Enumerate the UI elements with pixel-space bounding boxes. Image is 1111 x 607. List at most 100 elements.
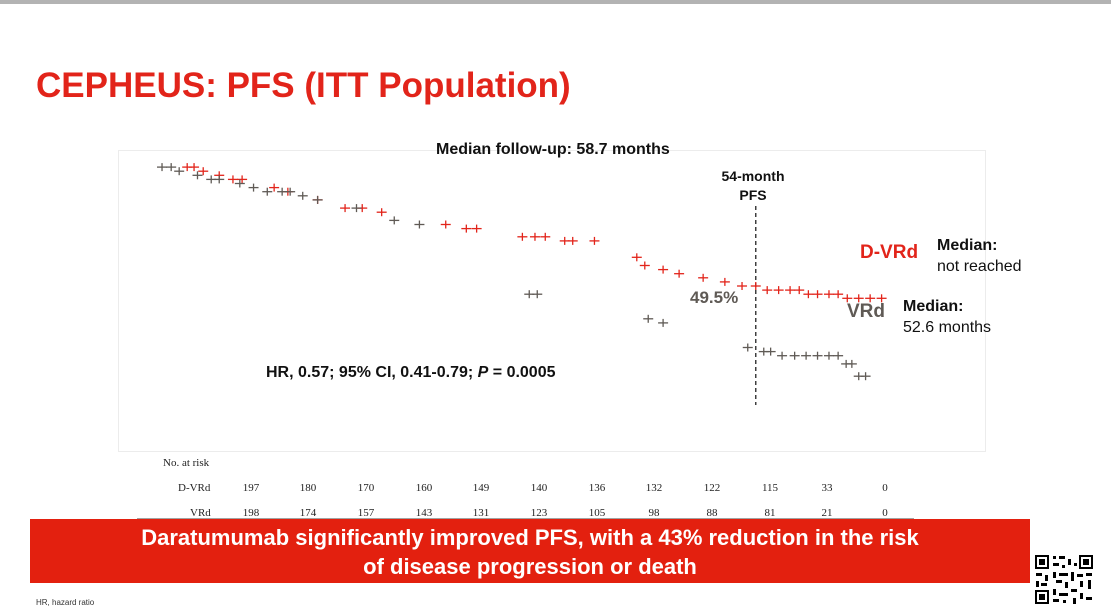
landmark-label-line1: 54-month <box>721 168 785 184</box>
hr-p-label: P <box>477 364 489 381</box>
censor-mark-dvrd-19 <box>567 236 578 245</box>
censor-mark-vrd-13 <box>351 204 362 213</box>
censor-mark-vrd-17 <box>532 290 543 299</box>
at-risk-cell-vrd-4: 131 <box>472 507 490 519</box>
at-risk-cell-dvrd-7: 132 <box>645 482 663 494</box>
censor-mark-dvrd-34 <box>812 290 823 299</box>
censor-mark-vrd-30 <box>846 359 857 368</box>
censor-mark-vrd-2 <box>174 167 185 176</box>
censor-mark-dvrd-15 <box>517 232 528 241</box>
censor-mark-dvrd-36 <box>833 290 844 299</box>
censor-mark-vrd-11 <box>297 191 308 200</box>
at-risk-cell-vrd-8: 88 <box>706 507 718 519</box>
median-dvrd: Median: not reached <box>937 235 1022 277</box>
at-risk-cell-dvrd-9: 115 <box>761 482 779 494</box>
censor-mark-dvrd-5 <box>237 175 248 184</box>
censor-mark-dvrd-37 <box>842 294 853 303</box>
censor-mark-vrd-27 <box>823 351 834 360</box>
censor-mark-dvrd-24 <box>674 269 685 278</box>
at-risk-cell-vrd-7: 98 <box>648 507 660 519</box>
censor-mark-dvrd-25 <box>698 273 709 282</box>
at-risk-cell-dvrd-4: 149 <box>472 482 490 494</box>
slide-title: CEPHEUS: PFS (ITT Population) <box>36 66 571 105</box>
at-risk-label-dvrd: D-VRd <box>178 482 211 494</box>
qr-code[interactable] <box>1033 553 1095 606</box>
censor-mark-vrd-6 <box>234 179 245 188</box>
censor-mark-vrd-20 <box>742 343 753 352</box>
banner-line-2: of disease progression or death <box>363 554 697 579</box>
censor-mark-vrd-3 <box>192 171 203 180</box>
hr-p-value: = 0.0005 <box>488 364 556 381</box>
censor-mark-dvrd-28 <box>750 282 761 290</box>
series-label-vrd: VRd <box>847 301 885 322</box>
at-risk-cell-dvrd-10: 33 <box>821 482 833 494</box>
at-risk-cell-dvrd-2: 170 <box>357 482 375 494</box>
at-risk-cell-dvrd-11: 0 <box>882 482 888 494</box>
landmark-value-label: 49.5% <box>690 288 739 307</box>
censor-mark-dvrd-13 <box>461 224 472 233</box>
median-vrd-value: 52.6 months <box>903 319 992 336</box>
at-risk-cell-dvrd-8: 122 <box>703 482 721 494</box>
censor-mark-dvrd-26 <box>719 277 730 286</box>
censor-mark-dvrd-38 <box>853 294 864 303</box>
at-risk-cell-vrd-11: 0 <box>882 507 888 519</box>
at-risk-cell-vrd-0: 198 <box>242 507 260 519</box>
censor-mark-dvrd-1 <box>189 163 200 172</box>
censor-mark-dvrd-9 <box>340 204 351 213</box>
top-bar <box>0 0 1111 4</box>
censor-mark-dvrd-33 <box>803 290 814 299</box>
censor-mark-vrd-26 <box>812 351 823 360</box>
landmark-label: 54-month PFS <box>707 167 799 205</box>
censor-mark-dvrd-17 <box>540 232 551 241</box>
censor-mark-dvrd-14 <box>471 224 482 233</box>
censor-mark-vrd-1 <box>166 163 177 172</box>
censor-mark-vrd-15 <box>414 220 425 229</box>
censor-mark-dvrd-6 <box>269 183 280 192</box>
censor-mark-vrd-7 <box>248 183 259 192</box>
censor-mark-dvrd-12 <box>440 220 451 229</box>
series-label-dvrd: D-VRd <box>860 242 919 263</box>
at-risk-cell-vrd-2: 157 <box>357 507 375 519</box>
at-risk-cell-dvrd-6: 136 <box>588 482 606 494</box>
censor-mark-dvrd-22 <box>639 261 650 270</box>
at-risk-label-vrd: VRd <box>190 507 211 519</box>
censor-mark-vrd-10 <box>285 187 296 196</box>
median-vrd-heading: Median: <box>903 298 964 315</box>
at-risk-cell-dvrd-0: 197 <box>242 482 260 494</box>
censor-mark-dvrd-39 <box>865 294 876 303</box>
plot-frame <box>118 150 986 452</box>
at-risk-cell-vrd-6: 105 <box>588 507 606 519</box>
censor-mark-dvrd-16 <box>529 232 540 241</box>
key-message-banner: Daratumumab significantly improved PFS, … <box>30 519 1030 583</box>
censor-mark-dvrd-32 <box>794 286 805 295</box>
footnote: HR, hazard ratio <box>36 598 95 607</box>
censor-mark-dvrd-31 <box>785 286 796 295</box>
censor-mark-vrd-24 <box>789 351 800 360</box>
censor-mark-vrd-28 <box>833 351 844 360</box>
censor-mark-dvrd-23 <box>658 265 669 274</box>
at-risk-cell-vrd-10: 21 <box>821 507 833 519</box>
censor-mark-dvrd-20 <box>589 236 600 245</box>
censor-mark-vrd-23 <box>777 351 788 360</box>
censor-mark-dvrd-27 <box>737 282 748 290</box>
censor-mark-vrd-0 <box>157 163 168 172</box>
censor-mark-vrd-8 <box>262 187 273 196</box>
censor-mark-vrd-32 <box>860 372 871 381</box>
censor-mark-dvrd-11 <box>376 208 387 217</box>
censor-mark-dvrd-4 <box>227 175 238 184</box>
at-risk-cell-vrd-1: 174 <box>299 507 317 519</box>
censor-mark-vrd-19 <box>658 318 669 327</box>
at-risk-cell-vrd-3: 143 <box>415 507 433 519</box>
censor-mark-dvrd-21 <box>631 253 642 262</box>
hazard-ratio-text: HR, 0.57; 95% CI, 0.41-0.79; P = 0.0005 <box>266 364 556 382</box>
at-risk-cell-dvrd-5: 140 <box>530 482 548 494</box>
banner-line-1: Daratumumab significantly improved PFS, … <box>141 525 919 550</box>
censor-mark-dvrd-2 <box>198 167 209 176</box>
censor-mark-dvrd-40 <box>876 294 887 303</box>
censor-mark-dvrd-35 <box>823 290 834 299</box>
median-dvrd-value: not reached <box>937 258 1022 275</box>
censor-mark-dvrd-29 <box>762 286 773 295</box>
censor-mark-vrd-18 <box>643 314 654 323</box>
at-risk-cell-dvrd-3: 160 <box>415 482 433 494</box>
at-risk-cell-dvrd-1: 180 <box>299 482 317 494</box>
